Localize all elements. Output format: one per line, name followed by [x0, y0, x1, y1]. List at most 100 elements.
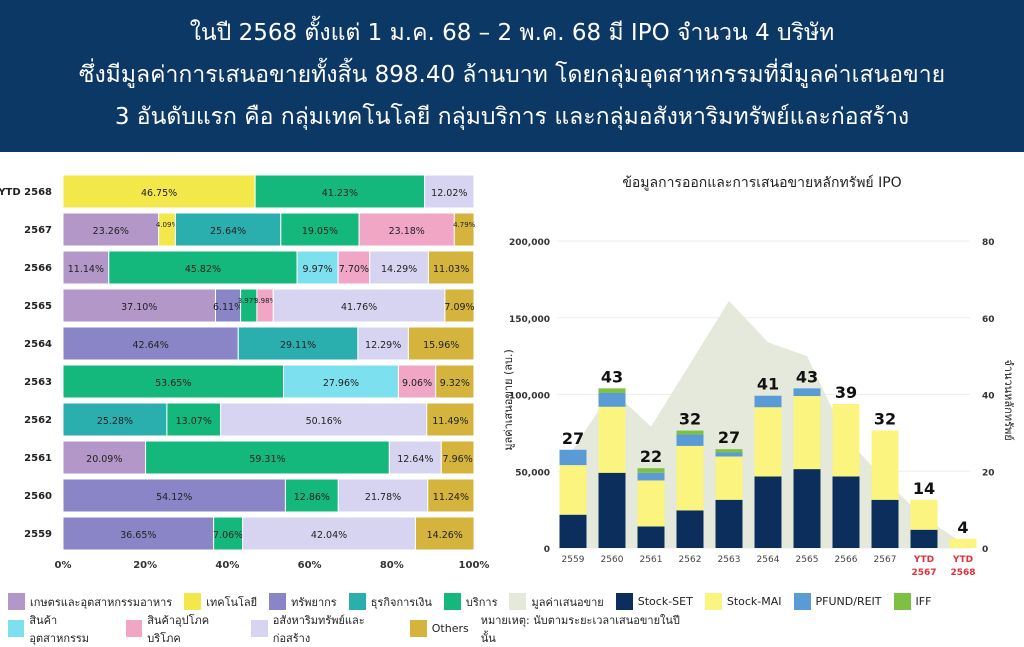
category-label: 2562 [24, 415, 52, 426]
legend-label: เทคโนโลยี [206, 595, 258, 609]
count-label: 43 [796, 367, 818, 386]
legend-swatch [8, 593, 25, 610]
x-tick-label: 2566 [835, 555, 858, 565]
y-right-axis-label: จำนวนหลักทรัพย์ [1002, 359, 1015, 440]
bar-segment-iff [598, 388, 626, 393]
x-tick-label: 2564 [757, 555, 780, 565]
chart-title: ข้อมูลการออกและการเสนอขายหลักทรัพย์ IPO [622, 174, 901, 191]
legend-swatch [251, 620, 268, 637]
bar-segment-property [272, 288, 446, 323]
count-label: 39 [835, 383, 857, 402]
legend-label: Stock-SET [637, 595, 693, 608]
legend: เกษตรและอุตสาหกรรมอาหาร เทคโนโลยี ทรัพยากร… [8, 588, 1018, 645]
y-right-tick-label: 20 [982, 468, 995, 478]
x-tick-label: 2567 [874, 555, 897, 565]
legend-item-set: Stock-SET [615, 593, 693, 610]
legend-label: ทรัพยากร [291, 595, 337, 609]
bar-segment-property [424, 174, 475, 209]
count-label: 22 [640, 447, 662, 466]
x-tick-label: 2562 [679, 555, 702, 565]
bar-segment-set [676, 510, 704, 548]
legend-swatch [893, 593, 911, 610]
data-label: 50.16% [306, 416, 342, 427]
bar-segment-set [832, 476, 860, 548]
data-label: 3.98% [254, 297, 277, 305]
data-label: 25.64% [210, 226, 246, 237]
category-label: 2561 [24, 453, 52, 464]
bar-segment-iff [637, 468, 665, 473]
legend-label: ธุรกิจการเงิน [370, 595, 432, 609]
x-tick-label: 2560 [601, 555, 624, 565]
bar-segment-consumer [337, 250, 371, 285]
legend-swatch [348, 593, 366, 610]
data-label: 4.09% [156, 221, 179, 229]
bar-segment-set [754, 476, 782, 548]
data-label: 4.79% [453, 221, 476, 229]
bar-segment-industrial [283, 364, 399, 399]
data-label: 37.10% [121, 302, 157, 313]
legend-swatch [8, 620, 25, 637]
legend-swatch [125, 620, 143, 637]
count-label: 43 [601, 367, 623, 386]
legend-item-others: Others [409, 620, 469, 637]
y-right-tick-label: 40 [982, 392, 995, 402]
bar-segment-set [559, 514, 587, 548]
bar-segment-others [427, 478, 475, 513]
data-label: 14.26% [427, 530, 463, 541]
legend-label: สินค้าอุตสาหกรรม [29, 613, 90, 645]
data-label: 7.06% [213, 530, 243, 541]
bar-segment-others [453, 212, 475, 247]
bar-segment-mai [715, 456, 743, 500]
data-label: 12.64% [397, 454, 433, 465]
bar-segment-tech [62, 174, 256, 209]
data-label: 59.31% [249, 454, 285, 465]
legend-label: Stock-MAI [726, 595, 782, 608]
bar-segment-others [444, 288, 475, 323]
bar-segment-property [369, 250, 429, 285]
bar-segment-set [637, 526, 665, 548]
data-label: 7.09% [444, 302, 474, 313]
data-label: 7.70% [339, 264, 369, 275]
x-tick-label: 2559 [562, 555, 585, 565]
legend-swatch [615, 593, 633, 610]
count-label: 4 [957, 518, 968, 537]
data-label: 9.32% [440, 378, 470, 389]
data-label: 15.96% [423, 340, 459, 351]
category-label: 2559 [24, 529, 52, 540]
bar-segment-iff [715, 449, 743, 453]
bar-segment-set [715, 499, 743, 548]
data-label: 21.78% [365, 492, 401, 503]
legend-item-resources: ทรัพยากร [269, 593, 337, 611]
bar-segment-services [62, 364, 285, 399]
bar-segment-services [254, 174, 426, 209]
bar-segment-others [440, 440, 475, 475]
data-label: 11.49% [432, 416, 468, 427]
legend-label: อสังหาริมทรัพย์และก่อสร้าง [272, 613, 365, 645]
legend-swatch [509, 593, 527, 610]
legend-item-agro: เกษตรและอุตสาหกรรมอาหาร [8, 593, 172, 611]
legend-item-mai: Stock-MAI [704, 593, 782, 610]
y-right-tick-label: 60 [982, 315, 995, 325]
category-label: 2565 [24, 301, 52, 312]
legend-item-offer: มูลค่าเสนอขาย [509, 593, 604, 611]
y-tick-label: 100,000 [509, 392, 550, 402]
x-tick-label: 0% [55, 560, 72, 571]
data-label: 53.65% [155, 378, 191, 389]
data-label: 6.11% [213, 302, 243, 313]
legend-item-finance: ธุรกิจการเงิน [348, 593, 432, 611]
bar-segment-mai [598, 406, 626, 473]
x-tick-label: 60% [298, 560, 322, 571]
x-tick-label: 2568 [950, 568, 975, 578]
x-tick-label: YTD [952, 555, 973, 565]
data-label: 9.97% [303, 264, 333, 275]
category-label: 2566 [24, 263, 52, 274]
bar-segment-resources [214, 288, 242, 323]
category-label: 2564 [24, 339, 52, 350]
legend-item-services: บริการ [443, 593, 497, 611]
bar-segment-property [220, 402, 428, 437]
bar-segment-tech [158, 212, 176, 247]
data-label: 11.03% [433, 264, 469, 275]
data-label: 11.14% [68, 264, 104, 275]
x-tick-label: 2563 [718, 555, 741, 565]
bar-segment-pfund [637, 472, 665, 481]
